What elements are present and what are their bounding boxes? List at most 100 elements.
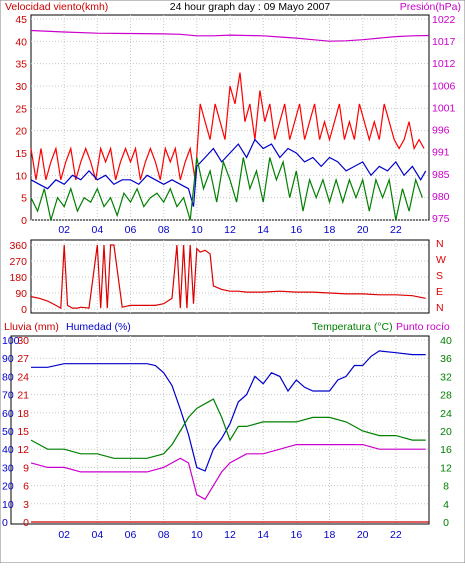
humidity-y-tick-label: 0 [2,517,8,529]
hour-tick-label: 08 [158,529,170,541]
wind-y-tick-label: 25 [15,103,27,115]
series-line-humidity [31,350,426,472]
hour-tick-label: 18 [324,224,336,236]
compass-letter: N [436,238,444,250]
hour-tick-label: 06 [125,529,137,541]
hour-tick-label: 14 [257,224,269,236]
wind-y-tick-label: 40 [15,36,27,48]
direction-y-tick-label: 360 [9,240,27,252]
temperature-y-tick-label: 0 [443,517,449,529]
rain-y-tick-label: 24 [17,371,29,383]
rain-y-tick-label: 21 [17,390,29,402]
hour-tick-label: 14 [257,529,269,541]
humidity-y-tick-label: 70 [2,390,14,402]
rain-y-tick-label: 27 [17,353,29,365]
hour-tick-label: 20 [357,529,369,541]
graph-title: 24 hour graph day : 09 Mayo 2007 [170,1,331,13]
rain-y-tick-label: 9 [23,462,29,474]
rain-y-tick-label: 15 [17,426,29,438]
direction-y-tick-label: 270 [9,256,27,268]
direction-y-tick-label: 90 [15,288,27,300]
wind-axis-label: Velocidad viento(kmh) [5,1,108,13]
series-line-gust [30,72,425,180]
wind-pressure-panel: Velocidad viento(kmh) 24 hour graph day … [5,1,461,236]
compass-letter: W [436,254,446,266]
wind-y-tick-label: 20 [15,126,27,138]
hour-tick-label: 02 [58,224,70,236]
hour-tick-label: 04 [91,224,103,236]
pressure-y-tick-label: 975 [432,213,450,225]
hour-tick-label: 18 [324,529,336,541]
pressure-y-tick-label: 991 [432,147,450,159]
pressure-y-tick-label: 980 [432,191,450,203]
hour-tick-label: 12 [224,529,236,541]
wind-y-tick-label: 15 [15,148,27,160]
rain-y-tick-label: 6 [23,481,29,493]
pressure-axis-label: Presión(hPa) [400,1,461,13]
wind-y-tick-label: 35 [15,59,27,71]
hour-tick-label: 12 [224,224,236,236]
temperature-y-tick-label: 32 [440,371,452,383]
rain-axis-label: Lluvia (mm) [4,321,59,333]
humidity-y-tick-label: 30 [2,462,14,474]
temperature-y-tick-label: 8 [443,481,449,493]
rain-humidity-temperature-panel: Lluvia (mm) Humedad (%) Temperatura (°C)… [2,321,452,541]
pressure-y-tick-label: 1001 [432,102,456,114]
hour-tick-label: 04 [91,529,103,541]
temperature-y-tick-label: 20 [440,426,452,438]
temperature-y-tick-label: 4 [443,499,449,511]
humidity-axis-label: Humedad (%) [66,321,131,333]
temperature-y-tick-label: 12 [440,462,452,474]
wind-y-tick-label: 10 [15,170,27,182]
rain-y-tick-label: 12 [17,444,29,456]
wind-y-tick-label: 45 [15,14,27,26]
hour-tick-label: 10 [191,224,203,236]
hour-tick-label: 08 [158,224,170,236]
hour-tick-label: 22 [390,529,402,541]
series-line-speed [30,157,423,221]
compass-letter: S [436,270,443,282]
humidity-y-tick-label: 90 [2,353,14,365]
humidity-y-tick-label: 10 [2,499,14,511]
hour-tick-label: 16 [290,224,302,236]
hour-tick-label: 22 [390,224,402,236]
series-line-temperature [30,398,426,459]
humidity-y-tick-label: 60 [2,408,14,420]
humidity-y-tick-label: 80 [2,371,14,383]
series-line-pressure [30,29,430,42]
temperature-y-tick-label: 16 [440,444,452,456]
wind-y-tick-label: 5 [21,193,27,205]
rain-y-tick-label: 3 [23,499,29,511]
pressure-y-tick-label: 985 [432,169,450,181]
pressure-y-tick-label: 1022 [432,14,456,26]
compass-letter: N [436,302,444,314]
pressure-y-tick-label: 1012 [432,58,456,70]
hour-tick-label: 16 [290,529,302,541]
hour-tick-label: 10 [191,529,203,541]
temperature-y-tick-label: 28 [440,390,452,402]
humidity-y-tick-label: 40 [2,444,14,456]
rain-y-tick-label: 18 [17,408,29,420]
rain-y-tick-label: 30 [17,335,29,347]
thermo-plot-frame [10,335,430,525]
temperature-y-tick-label: 36 [440,353,452,365]
compass-letter: E [436,286,443,298]
humidity-y-tick-label: 100 [2,335,20,347]
direction-y-tick-label: 180 [9,272,27,284]
hour-tick-label: 20 [357,224,369,236]
temperature-axis-label: Temperatura (°C) [312,321,393,333]
wind-y-tick-label: 30 [15,81,27,93]
hour-tick-label: 06 [125,224,137,236]
rain-y-tick-label: 0 [23,517,29,529]
pressure-y-tick-label: 996 [432,125,450,137]
direction-y-tick-label: 0 [21,304,27,316]
pressure-y-tick-label: 1017 [432,36,456,48]
temperature-y-tick-label: 24 [440,408,452,420]
series-line-average [30,138,427,207]
series-line-dewpoint [30,444,426,501]
series-line-direction [30,244,426,310]
dewpoint-axis-label: Punto rocío [396,321,450,333]
